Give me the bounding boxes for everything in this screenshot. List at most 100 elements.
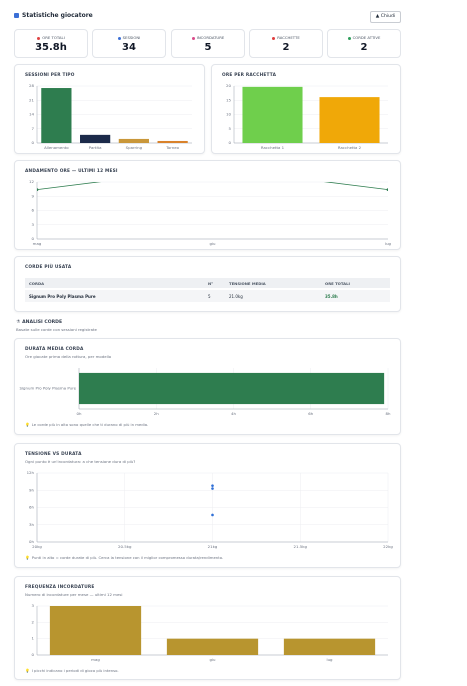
header: Statistiche giocatore bbox=[14, 12, 93, 19]
chart-title: FREQUENZA INCORDATURE bbox=[25, 585, 95, 590]
stat-card: SESSIONI 34 bbox=[92, 29, 166, 58]
point bbox=[211, 484, 214, 487]
line bbox=[37, 182, 388, 190]
chart-title: SESSIONI PER TIPO bbox=[25, 73, 75, 78]
chart-subtitle: Ogni punto è un'incordatura: a che tensi… bbox=[25, 459, 136, 464]
chart-title: TENSIONE VS DURATA bbox=[25, 452, 82, 457]
y-tick-label: 3 bbox=[32, 222, 35, 227]
table-cell: 21.0kg bbox=[229, 293, 243, 299]
y-tick-label: 0 bbox=[32, 236, 35, 241]
section-icon: ⚗ bbox=[16, 320, 21, 325]
header-icon bbox=[14, 13, 19, 18]
column-header: CORDA bbox=[29, 280, 45, 286]
chart-title: ANDAMENTO ORE — ULTIMI 12 MESI bbox=[25, 169, 118, 174]
stat-value: 2 bbox=[282, 42, 290, 53]
x-tick-label: 2h bbox=[154, 411, 159, 416]
x-tick-label: mag bbox=[91, 657, 100, 662]
chart-panel: SESSIONI PER TIPO 0 7 14 21 28 Allenamento Par… bbox=[14, 64, 205, 154]
x-tick-label: Partita bbox=[89, 145, 102, 150]
chart: 0 1 2 3 mag giu lug bbox=[32, 603, 388, 662]
table-cell: 35.8h bbox=[325, 293, 338, 299]
x-tick-label: 0h bbox=[77, 411, 82, 416]
x-tick-label: 4h bbox=[231, 411, 236, 416]
stat-card: INCORDATURE 5 bbox=[171, 29, 245, 58]
stat-label: INCORDATURE bbox=[196, 35, 225, 40]
chart-title: DURATA MEDIA CORDA bbox=[25, 347, 84, 352]
chart: 0 5 10 15 20 Racchetta 1 Racchetta 2 bbox=[226, 83, 388, 150]
x-tick-label: Torneo bbox=[165, 145, 179, 150]
chart-panel: ORE PER RACCHETTA 0 5 10 15 20 Racchetta 1 Rac… bbox=[211, 64, 401, 154]
stat-label: RACCHETTE bbox=[277, 35, 300, 40]
table-cell: Signum Pro Poly Plasma Pure bbox=[29, 293, 96, 299]
bar bbox=[80, 134, 111, 143]
stat-card: RACCHETTE 2 bbox=[249, 29, 323, 58]
bar bbox=[283, 638, 376, 655]
x-tick-label: Racchetta 2 bbox=[338, 145, 362, 150]
chart-panel: ANDAMENTO ORE — ULTIMI 12 MESI 0 3 6 9 12 mag… bbox=[14, 160, 401, 250]
chart-note: 💡 Le corde più in alto sono quelle che ti… bbox=[25, 422, 149, 427]
bar bbox=[79, 372, 385, 405]
chart-subtitle: Numero di incordature per mese — ultimi … bbox=[25, 592, 123, 597]
x-tick-label: giu bbox=[209, 241, 216, 246]
y-tick-label: 28 bbox=[29, 83, 34, 88]
y-tick-label: 9 bbox=[32, 193, 35, 198]
bar bbox=[242, 86, 303, 143]
x-tick-label: 8h bbox=[386, 411, 391, 416]
column-header: N° bbox=[208, 280, 214, 286]
y-tick-label: 7 bbox=[32, 126, 35, 131]
chart-panel: TENSIONE VS DURATA Ogni punto è un'incor… bbox=[14, 443, 401, 568]
section-title-text: ANALISI CORDE bbox=[22, 320, 63, 325]
bar bbox=[49, 606, 142, 655]
x-tick-label: 21.5kg bbox=[294, 544, 308, 549]
note-text: Le corde più in alto sono quelle che ti … bbox=[31, 422, 149, 427]
point bbox=[211, 513, 214, 517]
point bbox=[211, 487, 214, 490]
section-title: ⚗ ANALISI CORDE bbox=[16, 320, 62, 325]
note-text: Punti in alto = corde durate di più. Cer… bbox=[31, 555, 224, 560]
bar bbox=[157, 140, 188, 143]
x-tick-label: lug bbox=[385, 241, 392, 246]
table-row: Signum Pro Poly Plasma Pure 5 21.0kg 35.… bbox=[25, 290, 390, 302]
y-tick-label: 12 bbox=[29, 179, 34, 184]
x-tick-label: 20.5kg bbox=[118, 544, 132, 549]
chart-note: 💡 I picchi indicano i periodi di gioco pi… bbox=[25, 668, 119, 673]
y-tick-label: 3 bbox=[32, 603, 35, 608]
y-tick-label: 15 bbox=[226, 97, 231, 102]
stat-label: SESSIONI bbox=[122, 35, 141, 40]
x-tick-label: Allenamento bbox=[44, 145, 69, 150]
header-title: Statistiche giocatore bbox=[22, 12, 93, 19]
y-tick-label: 12h bbox=[27, 470, 35, 475]
chart: 0h 2h 4h 6h 8h Signum Pro Poly Plasma Pure bbox=[20, 368, 391, 416]
y-tick-label: 6h bbox=[29, 505, 34, 510]
stat-value: 34 bbox=[122, 42, 136, 53]
table-cell: 5 bbox=[208, 293, 211, 299]
stat-card: CORDE ATTIVE 2 bbox=[327, 29, 401, 58]
x-tick-label: 21kg bbox=[208, 544, 218, 549]
table-title: CORDE PIÙ USATA bbox=[25, 265, 72, 270]
y-tick-label: 2 bbox=[32, 619, 35, 624]
point bbox=[386, 188, 388, 191]
note-text: I picchi indicano i periodi di gioco più… bbox=[31, 668, 119, 673]
y-tick-label: 14 bbox=[29, 112, 34, 117]
bar bbox=[118, 138, 149, 143]
y-tick-label: 6 bbox=[32, 208, 35, 213]
column-header: TENSIONE MEDIA bbox=[229, 280, 266, 286]
chart-note: 💡 Punti in alto = corde durate di più. Ce… bbox=[25, 555, 224, 560]
stat-card: ORE TOTALI 35.8h bbox=[14, 29, 88, 58]
close-button[interactable]: ▲ Chiudi bbox=[370, 11, 401, 23]
chart: 0 7 14 21 28 Allenamento Partita Sparring Torneo bbox=[29, 83, 192, 150]
x-tick-label: lug bbox=[326, 657, 333, 662]
y-tick-label: 3h bbox=[29, 522, 34, 527]
y-tick-label: 20 bbox=[226, 83, 231, 88]
y-tick-label: 0h bbox=[29, 539, 34, 544]
chart: 0 3 6 9 12 mag giu lug bbox=[29, 179, 392, 246]
y-tick-label: 0 bbox=[229, 140, 232, 145]
point bbox=[37, 188, 39, 191]
chart-panel: FREQUENZA INCORDATURE Numero di incordat… bbox=[14, 576, 401, 680]
x-tick-label: giu bbox=[209, 657, 216, 662]
y-tick-label: 21 bbox=[29, 97, 34, 102]
chart: 0h 3h 6h 9h 12h 20kg 20.5kg 21kg 21.5kg 22kg bbox=[27, 470, 394, 549]
y-tick-label: 0 bbox=[32, 140, 35, 145]
bar bbox=[41, 88, 72, 143]
x-tick-label: mag bbox=[33, 241, 42, 246]
